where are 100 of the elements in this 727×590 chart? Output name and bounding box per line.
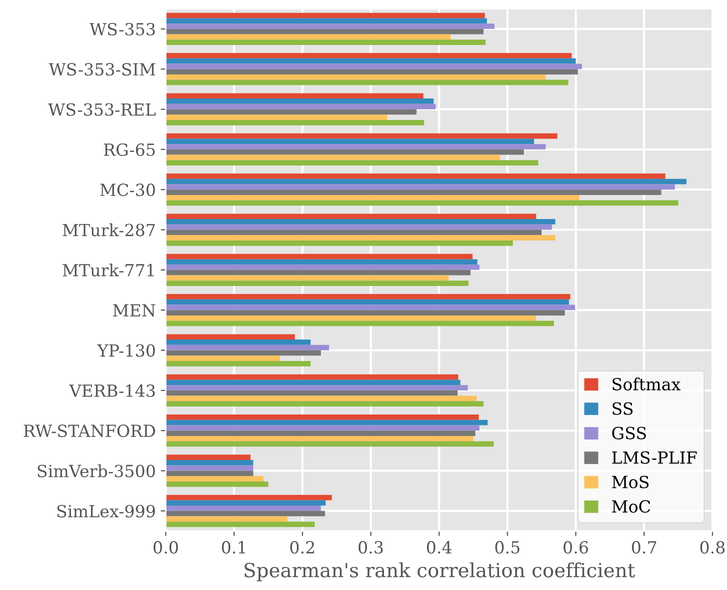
bar xyxy=(166,120,424,126)
bar xyxy=(166,104,436,110)
bar xyxy=(166,414,479,420)
bar xyxy=(166,380,460,386)
bar xyxy=(166,344,330,350)
x-tick-label: 0.8 xyxy=(700,541,725,554)
y-tick-label: WS-353-SIM xyxy=(48,63,156,76)
bar xyxy=(166,385,468,390)
bar xyxy=(166,264,480,270)
y-tick-label: MC-30 xyxy=(100,184,155,196)
bar xyxy=(166,420,488,426)
bar xyxy=(166,481,268,487)
bar xyxy=(166,98,434,104)
bar xyxy=(166,360,311,366)
x-tick-label: 0.2 xyxy=(290,541,314,554)
legend-label: GSS xyxy=(612,426,646,440)
bar xyxy=(166,522,315,527)
bar xyxy=(166,93,424,99)
bar xyxy=(166,294,570,300)
y-tick-label: MTurk-287 xyxy=(62,223,155,236)
bar xyxy=(166,396,477,402)
bar xyxy=(166,510,325,516)
bar xyxy=(166,80,568,86)
bar xyxy=(166,224,552,230)
bar xyxy=(166,53,572,58)
y-tick-label: RW-STANFORD xyxy=(24,424,156,438)
bar xyxy=(166,24,494,29)
bar xyxy=(166,275,449,281)
bar xyxy=(166,310,565,316)
bar xyxy=(166,454,250,460)
y-tick-label: YP-130 xyxy=(97,344,155,357)
bar xyxy=(166,74,546,80)
bar xyxy=(166,64,582,70)
bar xyxy=(166,109,417,115)
bar xyxy=(166,304,576,310)
y-tick-label: SimLex-999 xyxy=(57,504,155,518)
bar xyxy=(166,114,388,120)
x-tick-label: 0.0 xyxy=(154,541,178,554)
bar xyxy=(166,194,580,200)
legend-label: MoS xyxy=(612,476,649,488)
bar xyxy=(166,460,254,466)
x-tick-label: 0.4 xyxy=(426,541,452,554)
bar xyxy=(166,28,484,34)
bar xyxy=(166,320,554,326)
legend-label: Softmax xyxy=(612,378,680,390)
bar xyxy=(166,270,471,276)
bar xyxy=(166,235,556,240)
bar xyxy=(166,436,474,442)
y-tick-label: WS-353 xyxy=(90,22,155,36)
bar xyxy=(166,470,254,476)
bar xyxy=(166,138,534,144)
x-tick-label: 0.7 xyxy=(632,541,656,554)
legend-label: LMS-PLIF xyxy=(612,451,697,464)
bar xyxy=(166,259,478,265)
bar xyxy=(166,350,321,356)
x-tick-label: 0.6 xyxy=(564,541,588,554)
bar xyxy=(166,174,666,179)
bar xyxy=(166,190,662,195)
legend-label: MoC xyxy=(612,500,650,513)
bar xyxy=(166,154,500,160)
bar xyxy=(166,160,538,166)
bar xyxy=(166,184,675,190)
x-axis-title: Spearman's rank correlation coefficient xyxy=(244,562,636,582)
bar xyxy=(166,425,480,431)
bar xyxy=(166,12,485,18)
bar xyxy=(166,356,280,361)
y-tick-label: RG-65 xyxy=(104,143,155,156)
bar xyxy=(166,178,686,184)
bar xyxy=(166,144,546,150)
y-tick-label: MTurk-771 xyxy=(62,264,154,276)
bar xyxy=(166,219,556,224)
bar xyxy=(166,500,326,506)
bar xyxy=(166,230,542,236)
bar xyxy=(166,214,536,220)
bar xyxy=(166,280,468,286)
bar xyxy=(166,334,295,340)
bar xyxy=(166,441,494,447)
bar xyxy=(166,149,524,155)
bar xyxy=(166,34,451,40)
bar xyxy=(166,401,484,406)
bar xyxy=(166,58,576,64)
bar xyxy=(166,69,578,74)
bar xyxy=(166,340,311,345)
bar xyxy=(166,315,536,321)
x-tick-label: 0.1 xyxy=(222,541,245,554)
bar xyxy=(166,240,513,246)
bar xyxy=(166,299,569,305)
bar xyxy=(166,254,473,260)
bar xyxy=(166,18,487,24)
bar xyxy=(166,494,332,500)
bar xyxy=(166,390,458,396)
bar xyxy=(166,133,558,139)
x-tick-label: 0.3 xyxy=(358,541,383,554)
bar xyxy=(166,200,678,206)
bar xyxy=(166,40,486,45)
bar xyxy=(166,430,476,436)
bar xyxy=(166,374,458,380)
bar xyxy=(166,465,254,471)
y-tick-label: MEN xyxy=(113,304,156,317)
y-tick-label: SimVerb-3500 xyxy=(38,464,155,478)
